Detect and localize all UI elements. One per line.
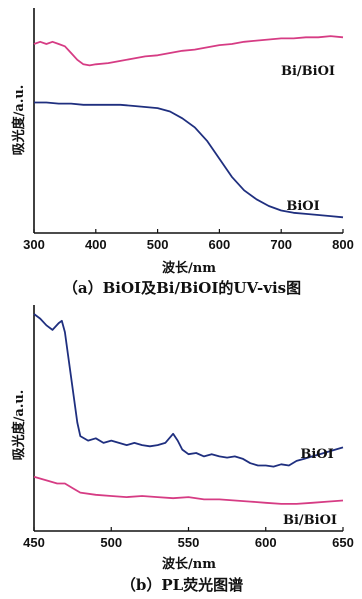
panel-a-x-tick-label: 800: [332, 237, 354, 252]
panel-b-series-label-bi-bioi: Bi/BiOI: [283, 513, 337, 528]
panel-a-uv-vis: 吸光度/a.u. 300 400 500 600 700 800 Bi/BiOI BiOI 波…: [11, 8, 354, 297]
panel-a-x-tick-label: 400: [85, 237, 107, 252]
panel-b-x-tick-label: 500: [100, 535, 122, 550]
panel-b-caption: （b）PL荧光图谱: [121, 576, 243, 594]
panel-a-plot-area: 300 400 500 600 700 800 Bi/BiOI BiOI: [23, 8, 354, 252]
panel-a-ylabel: 吸光度/a.u.: [11, 85, 27, 156]
panel-a-caption: （a）BiOI及Bi/BiOI的UV-vis图: [63, 279, 301, 297]
panel-a-series-label-bi-bioi: Bi/BiOI: [281, 64, 335, 79]
panel-b-plot-area: 450 500 550 600 650 BiOI Bi/BiOI: [23, 305, 354, 550]
panel-b-x-tick-label: 600: [255, 535, 277, 550]
panel-a-x-tick-label: 300: [23, 237, 45, 252]
panel-b-ylabel: 吸光度/a.u.: [11, 390, 27, 461]
panel-a-series-label-bioi: BiOI: [286, 199, 319, 214]
panel-b-x-tick-label: 450: [23, 535, 45, 550]
panel-a-x-tick-label: 600: [209, 237, 231, 252]
panel-b-series-bioi-line: [33, 313, 344, 468]
panel-b-series-bi-bioi-line: [33, 475, 344, 505]
panel-b-series-label-bioi: BiOI: [300, 447, 333, 462]
panel-b-x-tick-label: 650: [332, 535, 354, 550]
panel-b-xlabel: 波长/nm: [162, 556, 216, 572]
panel-a-x-tick-label: 700: [270, 237, 292, 252]
panel-b-pl: 吸光度/a.u. 450 500 550 600 650 BiOI Bi/BiOI 波长/n…: [11, 305, 354, 594]
panel-a-series-bi-bioi-line: [33, 35, 344, 67]
panel-a-x-tick-label: 500: [147, 237, 169, 252]
panel-a-xlabel: 波长/nm: [162, 260, 216, 276]
panel-b-x-tick-label: 550: [178, 535, 200, 550]
panel-a-series-bioi-line: [34, 101, 344, 219]
